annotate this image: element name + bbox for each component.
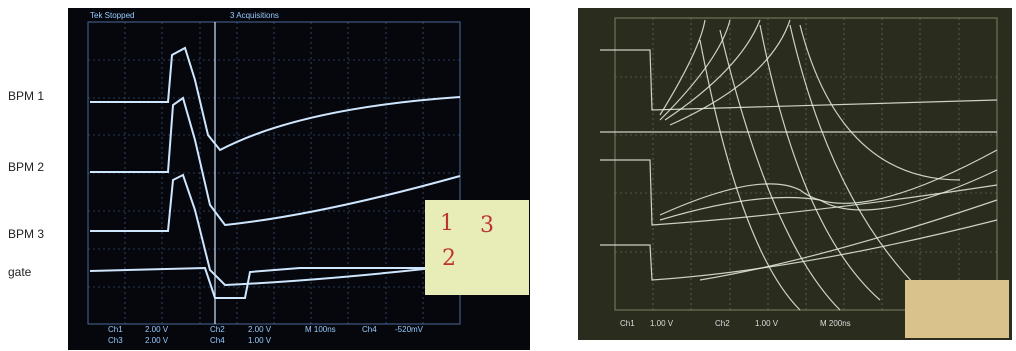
scope-readout: -520mV xyxy=(395,325,424,334)
scope-readout: 2.00 V xyxy=(248,325,272,334)
note-text: 2 xyxy=(442,246,456,271)
scope-readout: M 200ns xyxy=(820,319,851,328)
scope-readout: Ch2 xyxy=(210,325,225,334)
scope-readout: Ch3 xyxy=(108,336,123,345)
trace-label: gate xyxy=(8,265,32,279)
trace-label: BPM 3 xyxy=(8,227,44,241)
scope-status: 3 Acquisitions xyxy=(230,11,279,20)
scope-readout: Ch1 xyxy=(620,319,635,328)
scope-readout: 2.00 V xyxy=(145,336,169,345)
right-scope: Ch1 1.00 V Ch2 1.00 V M 200ns xyxy=(578,8,1012,340)
scope-screen xyxy=(68,8,530,350)
scope-readout: 1.00 V xyxy=(755,319,779,328)
scope-status: Tek Stopped xyxy=(90,11,134,20)
scope-readout: 2.00 V xyxy=(145,325,169,334)
scope-readout: Ch4 xyxy=(362,325,377,334)
scope-readout: Ch4 xyxy=(210,336,225,345)
left-scope: 1 3 2 Tek Stopped 3 Acquisitions Ch1 2.0… xyxy=(68,8,530,350)
trace-label: BPM 2 xyxy=(8,160,44,174)
note-text: 1 xyxy=(440,211,454,236)
scope-readout: 1.00 V xyxy=(650,319,674,328)
figure: BPM 1 BPM 2 BPM 3 gate 1 3 2 Tek Stopped… xyxy=(0,0,1016,351)
scope-readout: Ch1 xyxy=(108,325,123,334)
note-text: 3 xyxy=(480,213,494,238)
scope-readout: Ch2 xyxy=(715,319,730,328)
trace-label: BPM 1 xyxy=(8,89,44,103)
sticky-note xyxy=(905,280,1009,338)
scope-readout: 1.00 V xyxy=(248,336,272,345)
scope-readout: M 100ns xyxy=(305,325,336,334)
